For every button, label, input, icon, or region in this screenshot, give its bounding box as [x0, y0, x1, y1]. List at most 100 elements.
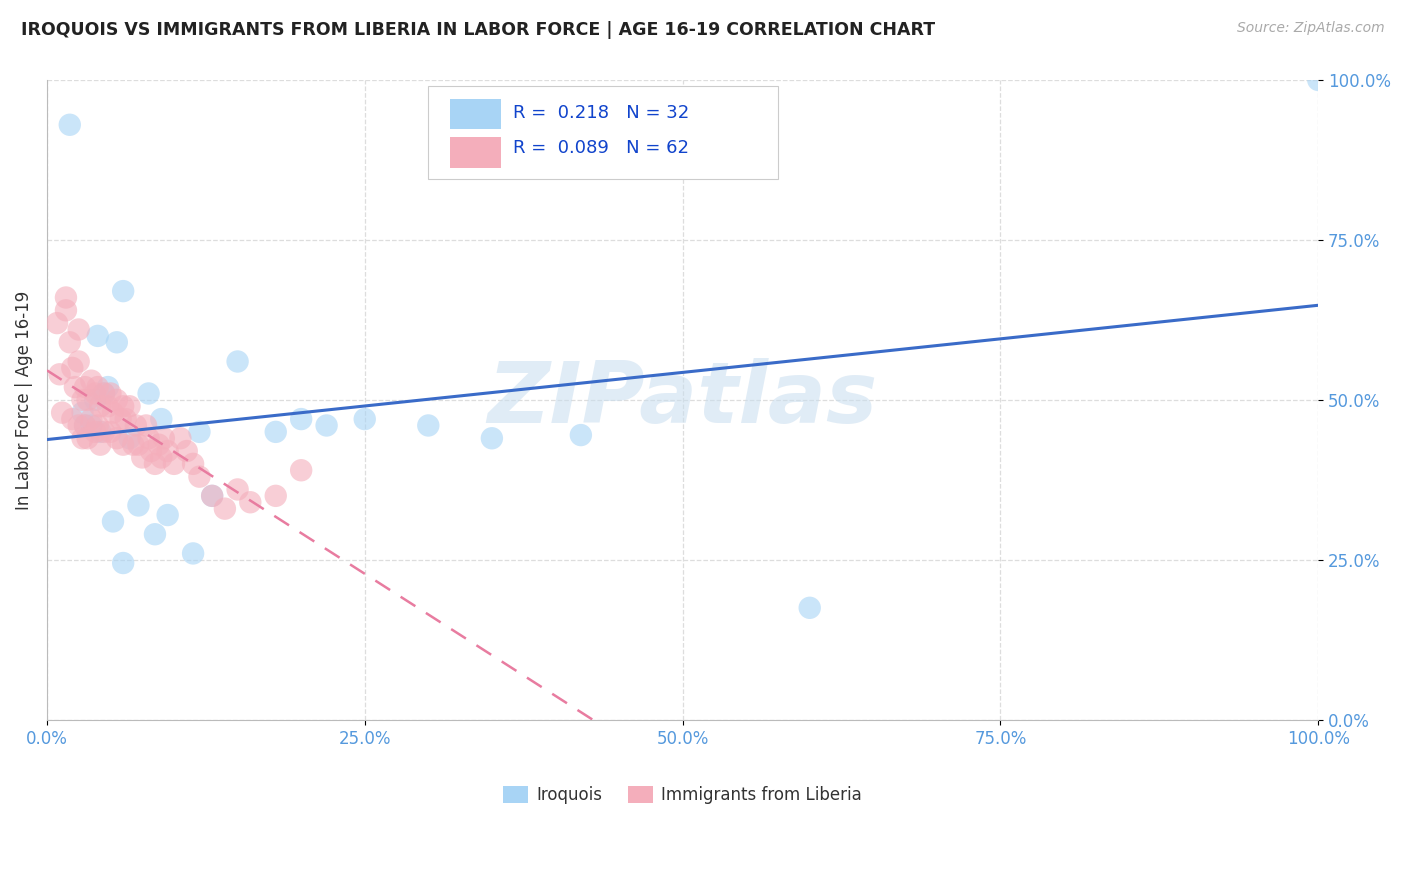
- Point: [112, 438, 135, 452]
- Point: [290, 463, 312, 477]
- Point: [169, 431, 191, 445]
- Text: Source: ZipAtlas.com: Source: ZipAtlas.com: [1237, 21, 1385, 35]
- Point: [105, 335, 128, 350]
- Text: R =  0.089   N = 62: R = 0.089 N = 62: [513, 139, 689, 158]
- Point: [150, 450, 173, 465]
- Point: [138, 386, 160, 401]
- Point: [569, 428, 592, 442]
- FancyBboxPatch shape: [429, 87, 778, 179]
- Point: [60, 360, 83, 375]
- FancyBboxPatch shape: [450, 98, 501, 129]
- Point: [72, 431, 94, 445]
- Point: [89, 438, 111, 452]
- Point: [93, 425, 115, 439]
- Text: ZIPatlas: ZIPatlas: [488, 359, 877, 442]
- Point: [226, 483, 249, 497]
- Point: [100, 386, 122, 401]
- Point: [264, 489, 287, 503]
- Point: [73, 380, 96, 394]
- Point: [73, 418, 96, 433]
- Point: [105, 392, 128, 407]
- Point: [93, 386, 115, 401]
- Point: [176, 444, 198, 458]
- Point: [51, 406, 73, 420]
- Point: [76, 392, 98, 407]
- Point: [80, 412, 103, 426]
- Point: [110, 412, 132, 426]
- Point: [59, 335, 82, 350]
- FancyBboxPatch shape: [450, 137, 501, 168]
- Point: [87, 418, 110, 433]
- Point: [60, 412, 83, 426]
- Point: [84, 425, 107, 439]
- Point: [48, 368, 70, 382]
- Point: [143, 457, 166, 471]
- Point: [100, 425, 122, 439]
- Point: [67, 418, 90, 433]
- Point: [87, 380, 110, 394]
- Point: [72, 392, 94, 407]
- Y-axis label: In Labor Force | Age 16-19: In Labor Force | Age 16-19: [15, 290, 32, 509]
- Point: [55, 303, 77, 318]
- Point: [135, 418, 157, 433]
- Point: [67, 354, 90, 368]
- Point: [143, 527, 166, 541]
- Point: [799, 600, 821, 615]
- Point: [148, 438, 170, 452]
- Point: [59, 118, 82, 132]
- Point: [153, 431, 176, 445]
- Point: [46, 316, 69, 330]
- Point: [163, 457, 186, 471]
- Point: [80, 374, 103, 388]
- Point: [122, 438, 145, 452]
- Point: [315, 418, 337, 433]
- Point: [181, 457, 204, 471]
- Point: [112, 556, 135, 570]
- Point: [127, 438, 149, 452]
- Point: [188, 425, 211, 439]
- Point: [201, 489, 224, 503]
- Point: [418, 418, 440, 433]
- Point: [150, 412, 173, 426]
- Point: [118, 399, 141, 413]
- Point: [214, 501, 236, 516]
- Point: [1308, 73, 1330, 87]
- Point: [97, 380, 120, 394]
- Point: [188, 469, 211, 483]
- Point: [114, 412, 136, 426]
- Point: [73, 418, 96, 433]
- Text: R =  0.218   N = 32: R = 0.218 N = 32: [513, 103, 690, 121]
- Point: [55, 291, 77, 305]
- Point: [139, 444, 162, 458]
- Point: [84, 392, 107, 407]
- Point: [101, 406, 124, 420]
- Text: IROQUOIS VS IMMIGRANTS FROM LIBERIA IN LABOR FORCE | AGE 16-19 CORRELATION CHART: IROQUOIS VS IMMIGRANTS FROM LIBERIA IN L…: [21, 21, 935, 38]
- Point: [89, 425, 111, 439]
- Point: [112, 399, 135, 413]
- Point: [80, 418, 103, 433]
- Legend: Iroquois, Immigrants from Liberia: Iroquois, Immigrants from Liberia: [496, 780, 869, 811]
- Point: [76, 431, 98, 445]
- Point: [201, 489, 224, 503]
- Point: [67, 322, 90, 336]
- Point: [93, 386, 115, 401]
- Point: [181, 546, 204, 560]
- Point: [239, 495, 262, 509]
- Point: [127, 499, 149, 513]
- Point: [290, 412, 312, 426]
- Point: [63, 380, 86, 394]
- Point: [138, 431, 160, 445]
- Point: [226, 354, 249, 368]
- Point: [125, 418, 148, 433]
- Point: [264, 425, 287, 439]
- Point: [112, 284, 135, 298]
- Point: [87, 329, 110, 343]
- Point: [118, 431, 141, 445]
- Point: [105, 431, 128, 445]
- Point: [97, 399, 120, 413]
- Point: [131, 450, 153, 465]
- Point: [156, 508, 179, 522]
- Point: [481, 431, 503, 445]
- Point: [89, 399, 111, 413]
- Point: [101, 515, 124, 529]
